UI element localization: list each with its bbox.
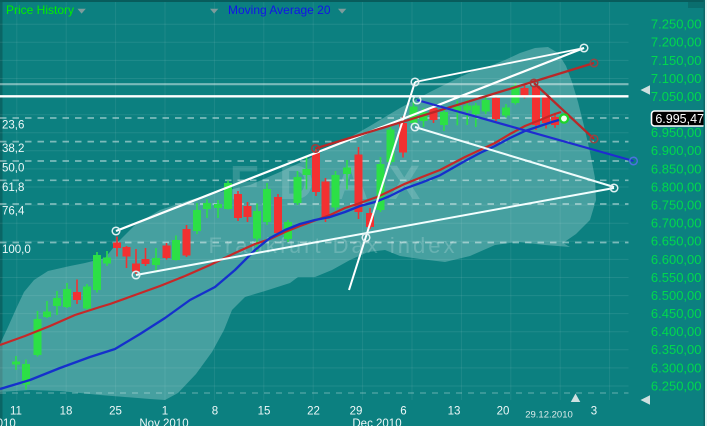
svg-text:100,0: 100,0	[2, 244, 31, 256]
svg-text:18: 18	[60, 406, 73, 418]
svg-text:6.250,00: 6.250,00	[651, 378, 702, 393]
svg-text:6.750,00: 6.750,00	[651, 198, 702, 213]
svg-text:6.800,00: 6.800,00	[651, 179, 702, 194]
svg-text:Price History: Price History	[6, 3, 74, 17]
svg-text:6.950,00: 6.950,00	[651, 125, 702, 140]
svg-text:7.050,00: 7.050,00	[651, 89, 702, 104]
svg-text:23,6: 23,6	[2, 120, 24, 132]
svg-text:1: 1	[162, 406, 168, 418]
svg-text:Nov 2010: Nov 2010	[139, 418, 188, 426]
svg-text:6.350,00: 6.350,00	[651, 342, 702, 357]
svg-text:6.400,00: 6.400,00	[651, 324, 702, 339]
svg-text:2010: 2010	[0, 418, 16, 426]
svg-text:25: 25	[109, 406, 122, 418]
svg-text:6.550,00: 6.550,00	[651, 270, 702, 285]
svg-text:6: 6	[400, 406, 406, 418]
svg-text:3: 3	[591, 406, 597, 418]
svg-text:Dec 2010: Dec 2010	[352, 418, 401, 426]
svg-text:20: 20	[497, 406, 510, 418]
svg-text:7.100,00: 7.100,00	[651, 71, 702, 86]
svg-text:6.650,00: 6.650,00	[651, 234, 702, 249]
svg-text:6.500,00: 6.500,00	[651, 288, 702, 303]
svg-text:6.450,00: 6.450,00	[651, 306, 702, 321]
svg-text:6.600,00: 6.600,00	[651, 252, 702, 267]
svg-text:7.150,00: 7.150,00	[651, 53, 702, 68]
svg-text:22: 22	[307, 406, 320, 418]
svg-text:6.995,47: 6.995,47	[655, 112, 704, 126]
svg-text:Moving Average 20: Moving Average 20	[228, 3, 331, 17]
svg-text:6.700,00: 6.700,00	[651, 216, 702, 231]
svg-text:7.200,00: 7.200,00	[651, 35, 702, 50]
svg-text:7.250,00: 7.250,00	[651, 17, 702, 32]
svg-text:38,2: 38,2	[2, 143, 24, 155]
svg-text:61,8: 61,8	[2, 182, 24, 194]
svg-text:76,4: 76,4	[2, 206, 25, 218]
svg-text:6.850,00: 6.850,00	[651, 161, 702, 176]
svg-text:11: 11	[10, 406, 22, 418]
svg-text:8: 8	[212, 406, 218, 418]
svg-text:29.12.2010: 29.12.2010	[525, 410, 573, 421]
svg-text:6.300,00: 6.300,00	[651, 360, 702, 375]
svg-text:50,0: 50,0	[2, 163, 24, 175]
svg-text:13: 13	[448, 406, 461, 418]
svg-text:6.900,00: 6.900,00	[651, 143, 702, 158]
svg-text:15: 15	[258, 406, 271, 418]
svg-text:29: 29	[350, 406, 363, 418]
